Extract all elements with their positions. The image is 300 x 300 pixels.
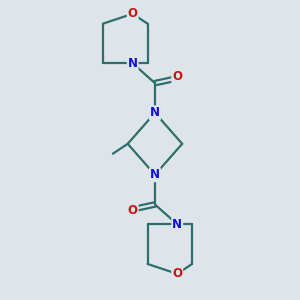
Text: O: O — [172, 267, 182, 280]
Text: N: N — [172, 218, 182, 231]
Text: O: O — [172, 70, 182, 83]
Text: O: O — [128, 204, 138, 217]
Text: O: O — [128, 7, 138, 20]
Text: N: N — [128, 57, 138, 70]
Text: N: N — [150, 106, 160, 119]
Text: N: N — [150, 168, 160, 181]
